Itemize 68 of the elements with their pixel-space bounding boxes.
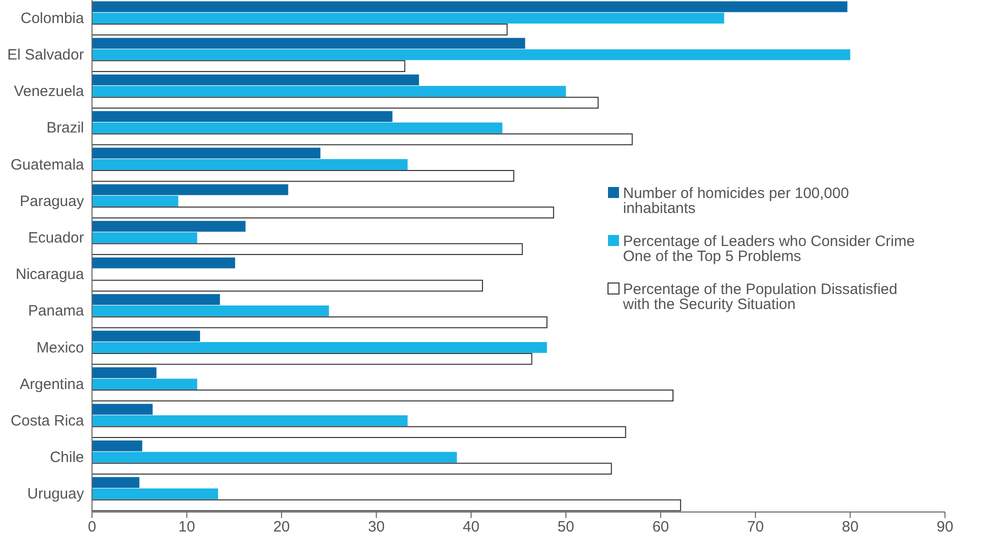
bar <box>92 184 288 196</box>
bar <box>92 499 682 512</box>
y-tick-label: Paraguay <box>20 192 84 210</box>
legend-label: Number of homicides per 100,000 inhabitants <box>623 185 849 217</box>
bar <box>92 196 178 207</box>
bar <box>92 404 153 415</box>
bar <box>92 440 142 452</box>
legend-label: Percentage of Leaders who Consider Crime One of the Top 5 Problems <box>623 233 915 265</box>
bar <box>92 352 532 365</box>
y-tick-label: Argentina <box>20 376 85 393</box>
bar <box>92 426 626 438</box>
bar <box>92 74 419 86</box>
y-tick-label: Ecuador <box>28 230 84 246</box>
y-tick-label: Costa Rica <box>10 412 85 430</box>
x-tick-label: 60 <box>652 518 670 536</box>
x-tick-label: 20 <box>273 518 290 536</box>
bar <box>92 294 220 305</box>
x-tick-label: 90 <box>936 518 954 536</box>
y-tick-label: Guatemala <box>10 156 85 174</box>
x-tick-label: 10 <box>178 518 196 536</box>
bar <box>92 111 392 122</box>
bar <box>92 462 612 475</box>
y-tick-label: Brazil <box>46 120 84 137</box>
bar <box>92 232 198 244</box>
x-tick-label: 50 <box>558 518 574 536</box>
x-tick-label: 30 <box>368 518 385 536</box>
bar <box>92 415 408 426</box>
bar <box>92 342 547 353</box>
bar <box>92 488 218 500</box>
legend-label: Percentage of the Population Dissatisfied with the Security Situation <box>622 281 898 313</box>
bar <box>92 477 140 488</box>
bar <box>92 280 483 292</box>
bar <box>92 86 566 97</box>
bar <box>92 1 848 12</box>
bar <box>92 133 633 146</box>
bar <box>92 220 246 232</box>
bar <box>92 60 406 72</box>
bar <box>92 159 408 170</box>
bar <box>92 38 526 49</box>
y-tick-label: Uruguay <box>27 486 84 503</box>
bar <box>92 12 724 24</box>
bar <box>92 49 850 60</box>
y-tick-label: Panama <box>28 302 85 320</box>
x-tick-label: 80 <box>842 518 859 536</box>
bar <box>92 257 236 268</box>
bar <box>92 316 548 328</box>
bar <box>92 390 674 402</box>
y-tick-label: El Salvador <box>7 46 84 64</box>
x-tick-label: 0 <box>88 518 96 536</box>
y-tick-label: Chile <box>50 449 84 466</box>
bar <box>92 452 457 463</box>
bar <box>92 96 599 109</box>
y-tick-label: Mexico <box>36 339 84 356</box>
bar <box>92 330 200 342</box>
bar <box>92 367 156 378</box>
y-tick-label: Venezuela <box>14 83 85 100</box>
bar <box>92 243 523 256</box>
y-tick-label: Nicaragua <box>16 266 85 284</box>
x-tick-label: 40 <box>462 518 480 536</box>
bar <box>92 378 198 390</box>
bar <box>92 305 329 316</box>
x-tick-label: 70 <box>747 518 764 536</box>
bar <box>92 148 320 159</box>
bar <box>92 24 508 36</box>
bar <box>92 122 502 134</box>
bar <box>92 170 514 182</box>
bar <box>92 206 554 218</box>
y-tick-label: Colombia <box>20 10 85 27</box>
